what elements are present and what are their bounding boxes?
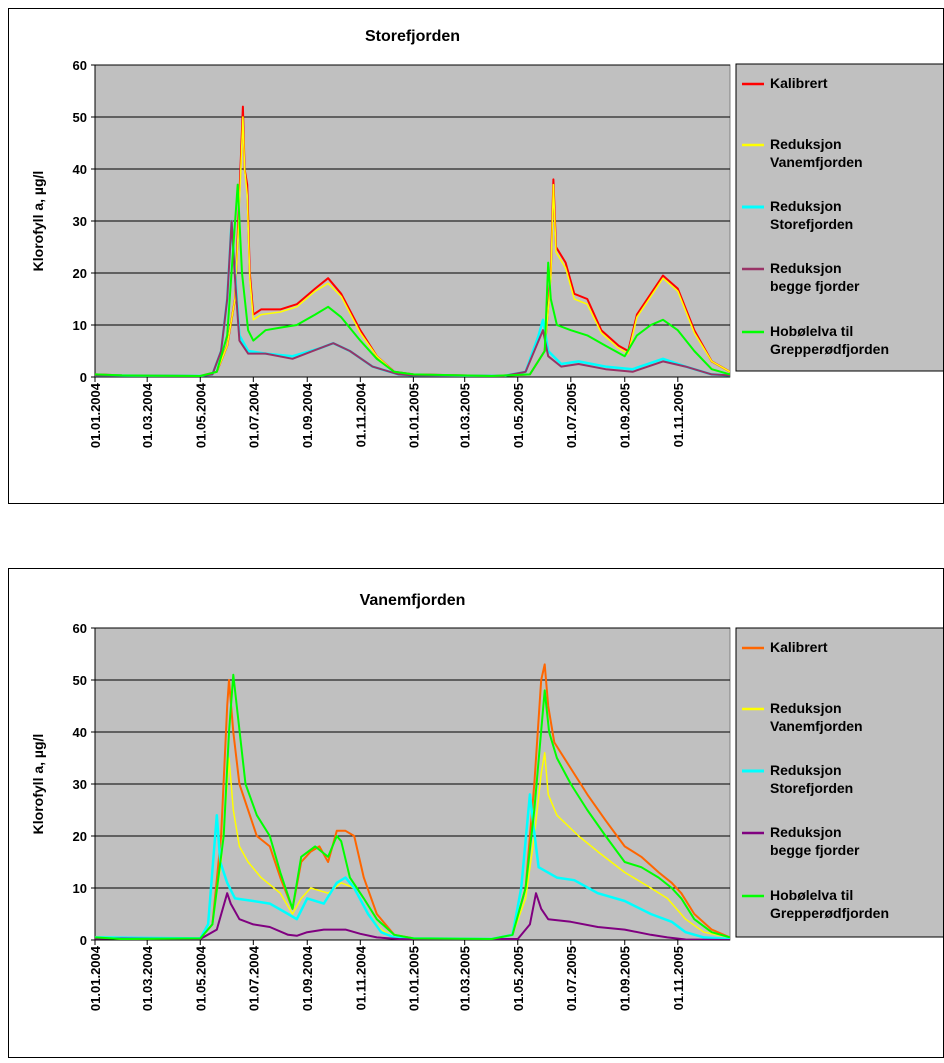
chart1-legend-label-3: Storefjorden	[770, 216, 853, 232]
chart1-legend-label-5: Grepperødfjorden	[770, 341, 889, 357]
chart2-legend-label-2: Vanemfjorden	[770, 718, 863, 734]
chart-vanemfjorden: Vanemfjorden 0 10 20 30 40 50 60 01.01.2004 01.03…	[8, 568, 944, 1058]
chart1-y-axis-label: Klorofyll a, µg/l	[30, 171, 46, 272]
chart1-y-tick-label: 20	[73, 266, 87, 281]
chart1-series-line-4	[95, 220, 730, 377]
chart1-legend-label-1: Kalibrert	[770, 75, 828, 91]
chart2-x-tick-label: 01.07.2004	[246, 945, 261, 1011]
chart1-legend-label-4: begge fjorder	[770, 278, 860, 294]
chart2-y-tick-label: 10	[73, 881, 87, 896]
chart2-x-tick-label: 01.11.2004	[353, 945, 368, 1010]
chart2-y-tick-label: 50	[73, 673, 87, 688]
chart2-x-tick-label: 01.03.2005	[458, 946, 473, 1011]
chart2-series-line-1	[95, 663, 730, 940]
chart-storefjorden-svg: Storefjorden 0 10 20 30 40 50 60 01.01.2004 01.03…	[30, 28, 943, 448]
chart1-legend-label-3: Reduksjon	[770, 198, 842, 214]
chart2-y-tick-label: 30	[73, 777, 87, 792]
chart2-series-line-3	[95, 793, 730, 940]
chart1-legend-label-4: Reduksjon	[770, 260, 842, 276]
chart1-x-tick-label: 01.09.2005	[618, 383, 633, 448]
chart2-x-tick-label: 01.07.2005	[564, 946, 579, 1011]
chart2-x-tick-label: 01.05.2004	[193, 945, 208, 1011]
chart2-y-tick-label: 20	[73, 829, 87, 844]
chart1-y-tick-label: 30	[73, 214, 87, 229]
chart1-x-tick-label: 01.07.2005	[564, 383, 579, 448]
chart-storefjorden: Storefjorden 0 10 20 30 40 50 60 01.01.2004 01.03…	[8, 8, 944, 504]
chart1-legend-label-5: Hobølelva til	[770, 323, 853, 339]
chart1-x-tick-label: 01.05.2004	[193, 382, 208, 448]
chart1-legend	[735, 63, 943, 372]
chart1-x-tick-label: 01.07.2004	[246, 382, 261, 448]
chart2-x-tick-label: 01.05.2005	[511, 946, 526, 1011]
chart2-y-tick-label: 60	[73, 621, 87, 636]
chart1-y-tick-label: 50	[73, 110, 87, 125]
chart1-x-tick-label: 01.03.2005	[458, 383, 473, 448]
chart2-y-tick-label: 40	[73, 725, 87, 740]
chart2-title: Vanemfjorden	[360, 592, 466, 609]
chart2-x-tick-label: 01.09.2005	[618, 946, 633, 1011]
chart2-x-tick-label: 01.09.2004	[300, 945, 315, 1011]
chart1-series-line-5	[95, 183, 730, 377]
chart2-legend-label-3: Reduksjon	[770, 762, 842, 778]
chart1-legend-label-2: Reduksjon	[770, 136, 842, 152]
chart2-x-tick-label: 01.03.2004	[140, 945, 155, 1011]
chart2-legend-label-3: Storefjorden	[770, 780, 853, 796]
chart1-y-tick-label: 10	[73, 318, 87, 333]
chart1-x-tick-label: 01.01.2005	[406, 383, 421, 448]
chart2-legend-label-1: Kalibrert	[770, 639, 828, 655]
chart2-legend-label-4: begge fjorder	[770, 842, 860, 858]
chart1-y-tick-label: 40	[73, 162, 87, 177]
chart1-x-tick-label: 01.05.2005	[511, 383, 526, 448]
chart2-series-line-5	[95, 673, 730, 940]
chart2-x-tick-label: 01.11.2005	[671, 946, 686, 1010]
chart1-title: Storefjorden	[365, 28, 460, 45]
chart1-x-tick-label: 01.01.2004	[88, 382, 103, 448]
chart2-legend-label-4: Reduksjon	[770, 824, 842, 840]
chart1-x-tick-label: 01.11.2004	[353, 382, 368, 447]
chart2-x-tick-label: 01.01.2004	[88, 945, 103, 1011]
chart1-y-tick-label: 60	[73, 58, 87, 73]
chart2-series-line-4	[95, 892, 730, 940]
chart2-legend-label-5: Grepperødfjorden	[770, 905, 889, 921]
chart1-x-tick-label: 01.11.2005	[671, 383, 686, 447]
chart2-x-tick-label: 01.01.2005	[406, 946, 421, 1011]
chart2-y-tick-label: 0	[80, 933, 87, 948]
chart1-y-tick-label: 0	[80, 370, 87, 385]
chart1-x-tick-label: 01.03.2004	[140, 382, 155, 448]
chart2-y-axis-label: Klorofyll a, µg/l	[30, 734, 46, 835]
chart2-legend-label-2: Reduksjon	[770, 700, 842, 716]
chart1-x-tick-label: 01.09.2004	[300, 382, 315, 448]
chart1-legend-label-2: Vanemfjorden	[770, 154, 863, 170]
chart2-legend-label-5: Hobølelva til	[770, 887, 853, 903]
chart2-legend	[735, 627, 943, 938]
chart-vanemfjorden-svg: Vanemfjorden 0 10 20 30 40 50 60 01.01.2004 01.03…	[30, 592, 943, 1011]
